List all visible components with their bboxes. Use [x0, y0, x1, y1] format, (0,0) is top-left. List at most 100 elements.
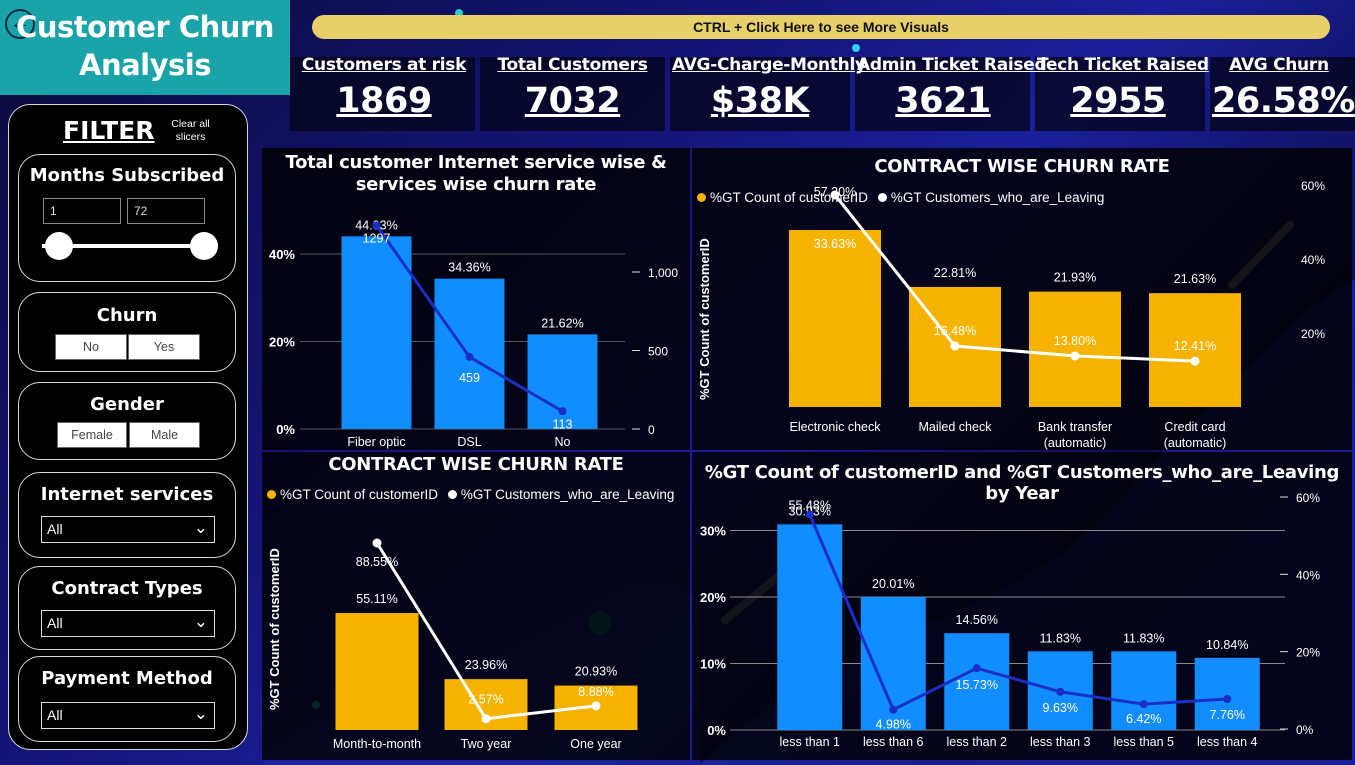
line-point	[805, 510, 814, 519]
kpi-customers-at-risk: Customers at risk 1869	[300, 55, 468, 121]
header-banner	[0, 0, 290, 95]
payment-chart-legend: %GT Count of customerID %GT Customers_wh…	[697, 190, 1104, 205]
churn-no-button[interactable]: No	[55, 334, 127, 360]
churn-slicer: Churn	[18, 292, 236, 372]
line-data-label: 16.48%	[934, 324, 976, 338]
back-arrow-icon[interactable]: ←	[5, 9, 35, 39]
y-tick-label: 0%	[276, 422, 295, 437]
months-slider-track[interactable]	[42, 244, 204, 248]
line-data-label: 13.80%	[1054, 334, 1096, 348]
line-data-label: 88.55%	[356, 555, 398, 569]
x-tick-label: Mailed check	[919, 420, 993, 434]
payment-slicer: Payment Method All ⌄	[18, 656, 236, 742]
y2-tick-label: 60%	[1301, 179, 1325, 193]
x-tick-label: Fiber optic	[347, 435, 405, 449]
kpi-value: 3621	[895, 81, 991, 121]
x-tick-label: less than 5	[1114, 735, 1175, 749]
data-label: 22.81%	[934, 266, 976, 280]
y2-tick-label: 1,000	[648, 266, 678, 280]
x-tick-label: Two year	[461, 737, 512, 751]
kpi-label: Admin Ticket Raised	[857, 55, 1047, 75]
kpi-value: 1869	[336, 81, 432, 121]
x-tick-label: Month-to-month	[333, 737, 421, 751]
kpi-label: Total Customers	[497, 55, 648, 75]
x-tick-label: One year	[570, 737, 621, 751]
line-point	[1070, 351, 1080, 361]
bar	[1029, 291, 1121, 407]
kpi-card	[1210, 57, 1355, 131]
data-label: 21.93%	[1054, 271, 1096, 285]
data-label: 14.56%	[956, 613, 998, 627]
contract-slicer: Contract Types All ⌄	[18, 566, 236, 650]
chevron-down-icon: ⌄	[193, 704, 208, 723]
gender-female-button[interactable]: Female	[57, 422, 127, 448]
y-tick-label: 40%	[269, 247, 295, 262]
internet-slicer: Internet services All ⌄	[18, 472, 236, 558]
y2-tick-label: 60%	[1296, 491, 1320, 505]
chart-title: %GT Count of customerID and %GT Customer…	[704, 462, 1340, 504]
chart-title: Total customer Internet service wise & s…	[285, 152, 667, 195]
gender-male-button[interactable]: Male	[129, 422, 200, 448]
line-point	[972, 664, 981, 673]
kpi-value: 26.58%	[1212, 81, 1355, 121]
payment-dropdown[interactable]: All ⌄	[41, 702, 215, 729]
bar	[1149, 293, 1241, 407]
decor-dot	[852, 44, 860, 52]
clear-slicers-button[interactable]: Clear all slicers	[171, 118, 210, 143]
line-point	[372, 221, 381, 230]
line-data-label: 9.63%	[1043, 701, 1078, 715]
months-slider-min-handle[interactable]	[45, 232, 73, 260]
line-point	[950, 341, 960, 351]
dropdown-value: All	[47, 707, 63, 723]
x-tick-label: Bank transfer	[1038, 420, 1112, 434]
data-label: 55.11%	[356, 592, 397, 606]
more-visuals-button[interactable]: CTRL + Click Here to see More Visuals	[312, 15, 1330, 39]
slicer-title: Internet services	[40, 484, 214, 505]
bar	[335, 613, 419, 730]
kpi-tech-ticket: Tech Ticket Raised 2955	[1037, 55, 1209, 121]
contract-chart-legend: %GT Count of customerID %GT Customers_wh…	[267, 487, 674, 502]
churn-yes-button[interactable]: Yes	[128, 334, 200, 360]
kpi-avg-churn: AVG Churn 26.58%	[1212, 55, 1355, 121]
y-tick-label: 20%	[269, 335, 295, 350]
chart-title: CONTRACT WISE CHURN RATE	[328, 454, 624, 475]
y2-tick-label: 500	[648, 345, 668, 359]
x-tick-label: less than 3	[1030, 735, 1091, 749]
kpi-avg-charge-monthly: AVG-Charge-Monthly $38K	[672, 55, 866, 121]
line-data-label: 55.48%	[789, 498, 831, 512]
months-slider-max-handle[interactable]	[190, 232, 218, 260]
line-point	[889, 705, 898, 714]
dropdown-value: All	[47, 521, 63, 537]
months-min-input[interactable]: 1	[43, 198, 121, 224]
line-data-label: 57.30%	[814, 185, 856, 199]
x-tick-label: Electronic check	[789, 420, 881, 434]
data-label: 11.83%	[1040, 631, 1081, 645]
x-tick-label: less than 6	[863, 735, 924, 749]
y-tick-label: 20%	[700, 590, 726, 605]
legend-swatch	[447, 490, 457, 499]
kpi-value: 7032	[524, 81, 621, 121]
kpi-card	[670, 57, 850, 131]
contract-dropdown[interactable]: All ⌄	[41, 610, 215, 637]
line-point	[591, 701, 601, 711]
slicer-title: Gender	[90, 394, 164, 415]
y-tick-label: 10%	[700, 657, 726, 672]
months-max-input[interactable]: 72	[127, 198, 205, 224]
kpi-label: AVG-Charge-Monthly	[672, 55, 866, 75]
y2-tick-label: 20%	[1301, 327, 1325, 341]
internet-dropdown[interactable]: All ⌄	[41, 516, 215, 543]
y-tick-label: 0%	[707, 723, 726, 738]
legend-label: %GT Count of customerID	[710, 190, 869, 205]
slicer-title: Contract Types	[51, 578, 203, 599]
bar	[1194, 657, 1260, 730]
bar	[944, 633, 1010, 730]
line-point	[558, 407, 567, 416]
slicer-title: Months Subscribed	[29, 165, 225, 186]
x-tick-label: less than 1	[780, 735, 841, 749]
x-tick-label: (automatic)	[1164, 436, 1227, 450]
data-label: 10.84%	[1206, 638, 1248, 652]
line-data-label: 15.73%	[956, 678, 998, 692]
line-point	[372, 538, 382, 548]
page-title: Customer Churn Analysis	[16, 10, 274, 82]
